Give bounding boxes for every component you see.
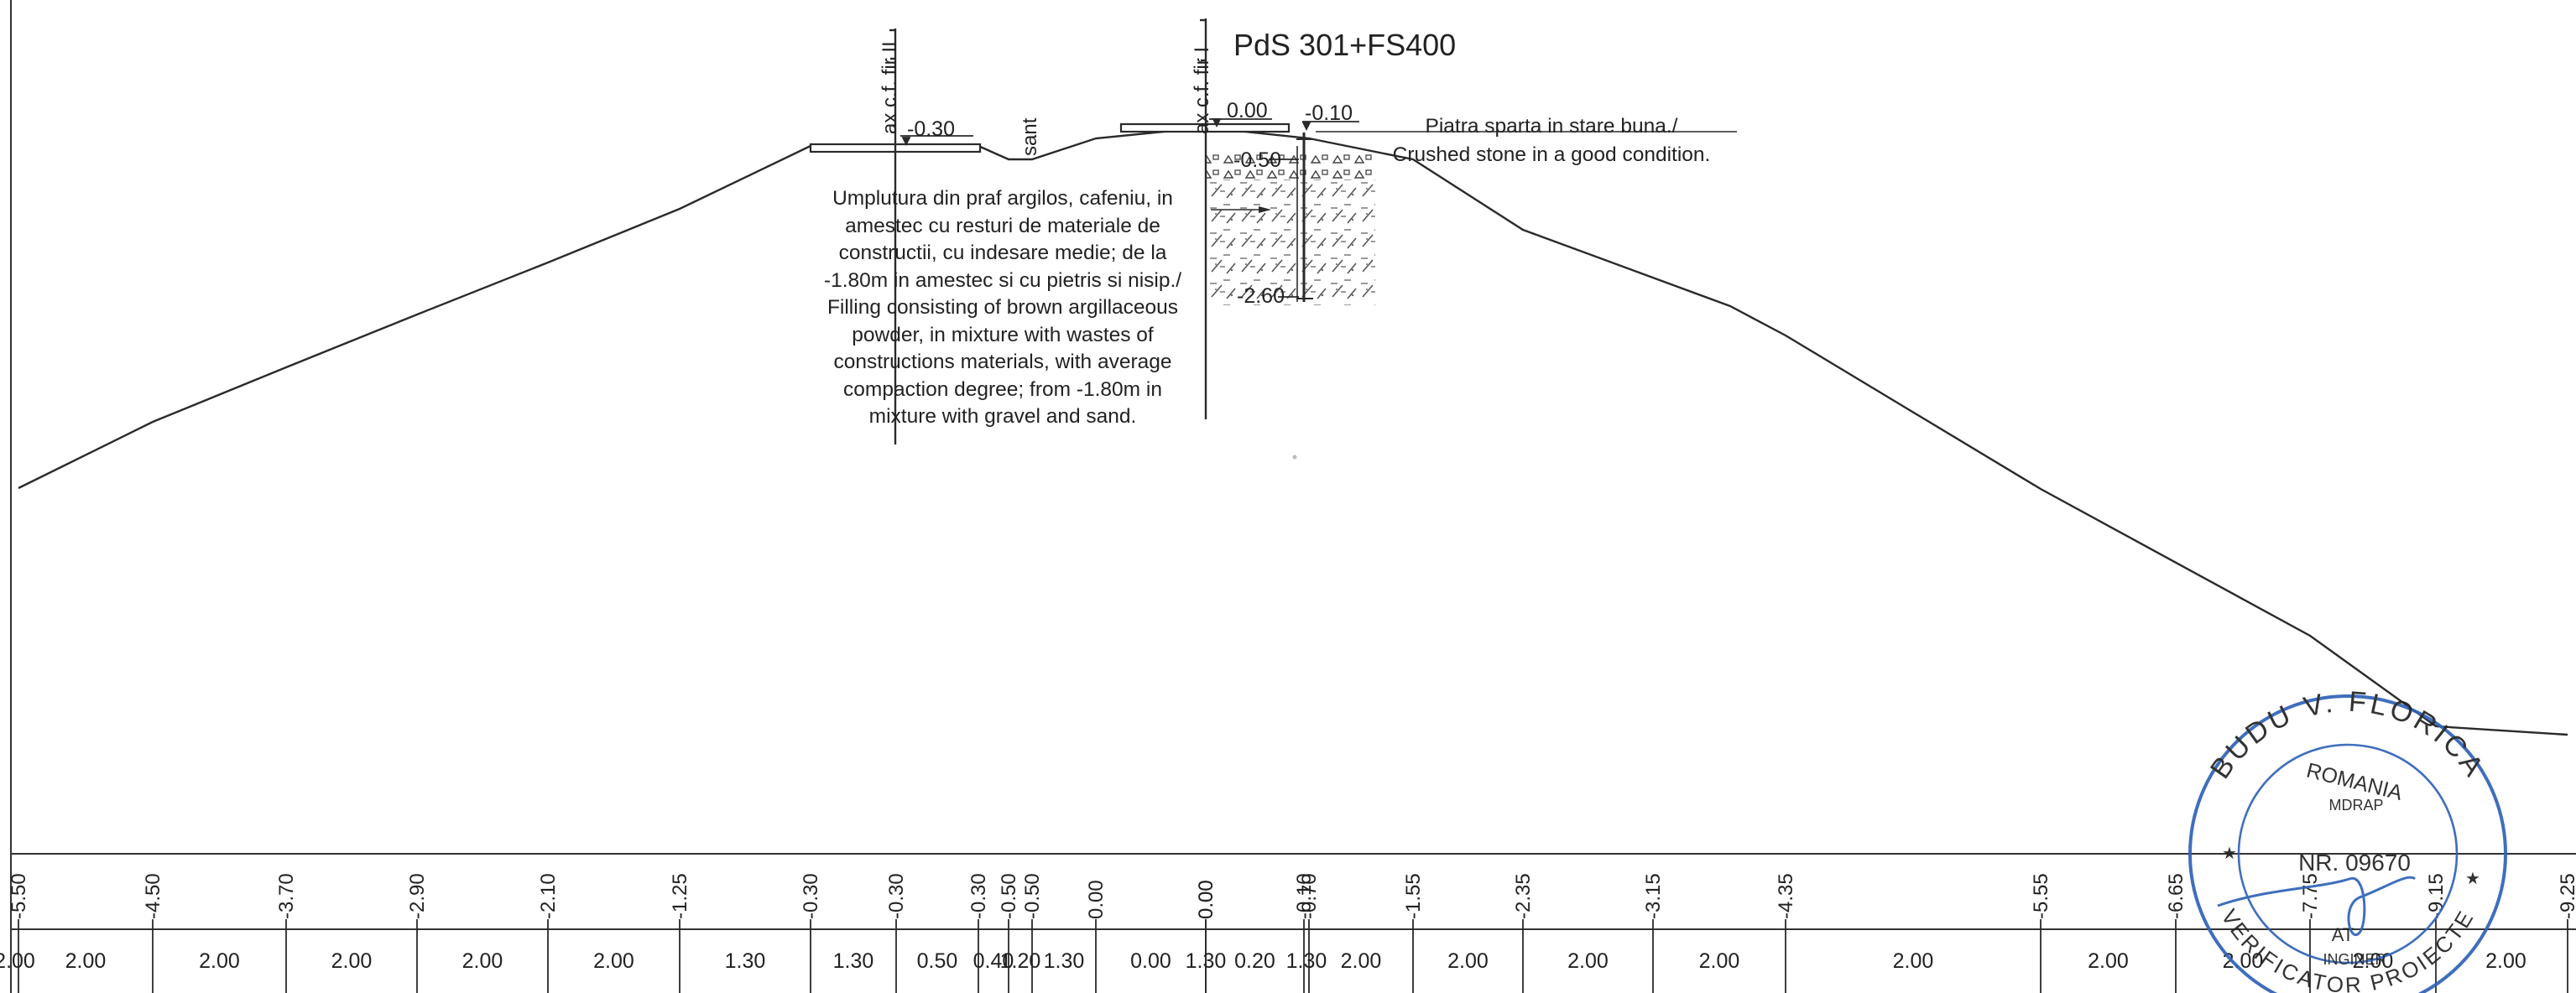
distance-label: 2.00 — [2088, 949, 2129, 973]
stamp-star-left: ★ — [2222, 845, 2237, 863]
elevation-label: -0.50 — [1021, 873, 1044, 919]
borehole-level-top: -0.50 — [1233, 148, 1281, 172]
axis-label-right: ax c.f. fir I — [1191, 47, 1213, 134]
layer2-line-3: constructii, cu indesare medie; de la — [838, 242, 1167, 264]
level-label-right-track: 0.00 — [1227, 99, 1268, 122]
stamp-role: INGINER — [2323, 951, 2386, 968]
layer1-note-line2: Crushed stone in a good condition. — [1393, 143, 1711, 166]
distance-label: 2.00 — [462, 949, 503, 973]
layer2-description: Umplutura din praf argilos, cafeniu, in … — [764, 185, 1242, 431]
level-label-right-edge: -0.10 — [1305, 101, 1353, 125]
layer2-line-6: powder, in mixture with wastes of — [852, 323, 1154, 346]
distance-label: 2.00 — [593, 949, 634, 973]
distance-label: 0.50 — [917, 949, 958, 973]
distance-label: 2.00 — [1699, 949, 1740, 973]
stamp-authority: MDRAP — [2328, 797, 2383, 814]
borehole-level-bottom: -2.60 — [1237, 284, 1285, 308]
track-axis-markers — [889, 18, 1207, 445]
elevation-label: -5.55 — [2030, 873, 2052, 919]
layer2-line-7: constructions materials, with average — [833, 351, 1172, 373]
elevation-label: -0.50 — [998, 873, 1020, 919]
elevation-label: -2.90 — [406, 873, 429, 919]
distance-label: 2.00 — [1447, 949, 1489, 973]
layer2-line-1: Umplutura din praf argilos, cafeniu, in — [832, 187, 1173, 210]
level-markers — [900, 118, 1359, 147]
stamp-number: NR. 09670 — [2298, 850, 2411, 876]
distance-label: 1.20 — [1000, 949, 1041, 973]
distance-label: 2.00 — [331, 949, 373, 973]
distance-row: 2.00 2.00 2.00 2.00 2.00 2.00 1.30 1.30 0.50 0.40… — [0, 949, 2526, 973]
elevation-label: -0.30 — [800, 873, 822, 919]
distance-label: 2.00 — [2485, 949, 2526, 973]
elevation-label: -0.30 — [967, 873, 990, 919]
distance-label: 1.30 — [725, 949, 766, 973]
distance-label: 0.40 — [973, 949, 1014, 973]
speck — [1292, 455, 1297, 460]
elevation-label: -3.70 — [275, 873, 298, 919]
elevation-label: -0.70 — [1298, 873, 1321, 919]
distance-label: 2.00 — [2223, 949, 2264, 973]
axis-label-left: ax c.f. fir II — [879, 41, 901, 134]
elevation-label: -4.50 — [142, 873, 164, 919]
elevation-label: -6.65 — [2165, 873, 2188, 919]
distance-label: 0.20 — [1234, 949, 1275, 973]
elevation-label: 0.00 — [1195, 880, 1218, 919]
layer2-line-5: Filling consisting of brown argillaceous — [827, 296, 1179, 319]
distance-label: 1.30 — [1186, 949, 1227, 973]
elevation-label: -3.15 — [1642, 873, 1665, 919]
ditch-label: sant — [1019, 117, 1041, 156]
elevation-label: -2.10 — [537, 873, 560, 919]
distance-label: 1.30 — [833, 949, 874, 973]
distance-label: 2.00 — [199, 949, 240, 973]
layer2-line-8: compaction degree; from -1.80m in — [843, 377, 1162, 401]
elevation-label: -4.35 — [1775, 873, 1797, 919]
elevation-label: -9.15 — [2425, 873, 2448, 919]
distance-label: 2.00 — [1567, 949, 1609, 973]
elevation-label: -5.50 — [8, 873, 30, 919]
distance-label: 2.00 — [1341, 949, 1382, 973]
layer1-note-line1: Piatra sparta in stare buna./ — [1426, 115, 1678, 138]
elevation-label: 0.00 — [1085, 880, 1108, 919]
elevation-label: -1.25 — [669, 873, 691, 919]
borehole-column — [1204, 124, 1737, 419]
elevation-label: -2.35 — [1512, 873, 1535, 919]
terrain-profile — [18, 126, 2568, 736]
elevation-label: -7.75 — [2299, 873, 2322, 919]
layer2-line-2: amestec cu resturi de materiale de — [845, 214, 1160, 237]
distance-label: 1.30 — [1286, 949, 1327, 973]
elevation-label: 0.00 — [1195, 880, 1218, 919]
section-title: PdS 301+FS400 — [1233, 28, 1456, 62]
signature — [2217, 876, 2417, 936]
layer2-line-9: mixture with gravel and sand. — [868, 405, 1137, 428]
distance-label: 2.00 — [0, 949, 35, 973]
layer2-line-4: -1.80m in amestec si cu pietris si nisip… — [823, 268, 1182, 292]
stamp-star-right: ★ — [2465, 870, 2480, 888]
distance-label: 2.00 — [1893, 949, 1934, 973]
frame-lines — [10, 0, 2576, 993]
elevation-label: -1.55 — [1402, 873, 1425, 919]
elevation-label: -0.10 — [1293, 873, 1316, 919]
elevation-label: -9.25 — [2557, 873, 2576, 919]
elevation-label: -0.30 — [885, 873, 908, 919]
elevation-row: -5.50 -4.50 -3.70 -2.90 -2.10 -1.25 -0.30 -0.30… — [8, 873, 2576, 993]
distance-label: 0.00 — [1130, 949, 1171, 973]
distance-label: 2.00 — [65, 949, 107, 973]
level-label-left-track: -0.30 — [907, 117, 955, 141]
verification-stamp: BUDU V. FLORICA VERIFICATOR PROIECTE ROM… — [2188, 686, 2507, 993]
distance-label: 1.30 — [1044, 949, 1085, 973]
